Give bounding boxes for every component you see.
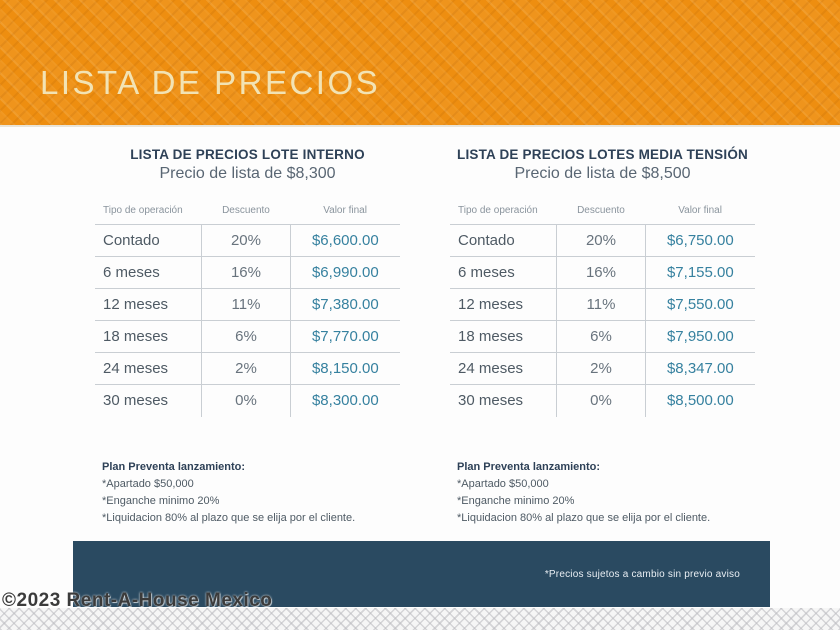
cell-descuento: 20% [201,224,291,257]
cell-valor: $6,750.00 [644,224,755,257]
cell-descuento: 2% [201,352,291,385]
cell-tipo: 30 meses [95,384,202,417]
cell-descuento: 11% [201,288,291,321]
cell-descuento: 20% [556,224,646,257]
cell-descuento: 16% [556,256,646,289]
section-lotes-media-tension: LISTA DE PRECIOS LOTES MEDIA TENSIÓN Pre… [450,147,755,527]
page-title: LISTA DE PRECIOS [40,64,381,101]
plan-preventa-block: Plan Preventa lanzamiento: *Apartado $50… [450,459,755,527]
cell-valor: $8,300.00 [289,384,400,417]
copyright-watermark: ©2023 Rent-A-House Mexico [2,590,273,611]
cell-descuento: 6% [201,320,291,353]
table-row: 12 meses 11% $7,380.00 [95,288,400,321]
plan-line: *Apartado $50,000 [102,477,194,490]
col-header-tipo: Tipo de operación [103,205,183,216]
table-row: 30 meses 0% $8,300.00 [95,384,400,417]
plan-preventa-block: Plan Preventa lanzamiento: *Apartado $50… [95,459,400,527]
cell-tipo: 18 meses [95,320,202,353]
section-title: LISTA DE PRECIOS LOTE INTERNO [130,147,365,162]
cell-valor: $7,550.00 [644,288,755,321]
cell-tipo: 12 meses [450,288,557,321]
table-row: 6 meses 16% $6,990.00 [95,256,400,289]
cell-tipo: 12 meses [95,288,202,321]
price-table-lote-interno: Tipo de operación Descuento Valor final … [95,199,400,417]
table-row: 30 meses 0% $8,500.00 [450,384,755,417]
plan-line: *Enganche minimo 20% [102,494,220,507]
cell-valor: $8,150.00 [289,352,400,385]
price-disclaimer: *Precios sujetos a cambio sin previo avi… [544,568,740,580]
cell-tipo: Contado [95,224,202,257]
cell-tipo: 6 meses [450,256,557,289]
cell-valor: $8,500.00 [644,384,755,417]
cell-descuento: 0% [556,384,646,417]
header-banner: LISTA DE PRECIOS [0,0,840,127]
table-row: 18 meses 6% $7,770.00 [95,320,400,353]
plan-heading: Plan Preventa lanzamiento: [102,460,246,473]
bottom-pattern-strip [0,608,840,630]
plan-line: *Apartado $50,000 [457,477,549,490]
cell-tipo: 30 meses [450,384,557,417]
cell-valor: $7,380.00 [289,288,400,321]
col-header-valor: Valor final [323,205,367,216]
table-row: 24 meses 2% $8,150.00 [95,352,400,385]
cell-valor: $6,600.00 [289,224,400,257]
section-lote-interno: LISTA DE PRECIOS LOTE INTERNO Precio de … [95,147,400,527]
cell-tipo: 24 meses [95,352,202,385]
table-header-row: Tipo de operación Descuento Valor final [95,199,400,225]
col-header-tipo: Tipo de operación [458,205,538,216]
cell-valor: $8,347.00 [644,352,755,385]
table-row: 24 meses 2% $8,347.00 [450,352,755,385]
cell-descuento: 16% [201,256,291,289]
footer-bar: *Precios sujetos a cambio sin previo avi… [73,541,770,607]
table-row: Contado 20% $6,600.00 [95,224,400,257]
table-row: 6 meses 16% $7,155.00 [450,256,755,289]
plan-heading: Plan Preventa lanzamiento: [457,460,601,473]
col-header-descuento: Descuento [222,205,270,216]
cell-descuento: 2% [556,352,646,385]
price-table-media-tension: Tipo de operación Descuento Valor final … [450,199,755,417]
cell-tipo: Contado [450,224,557,257]
section-subtitle: Precio de lista de $8,300 [159,165,336,182]
cell-valor: $7,770.00 [289,320,400,353]
plan-line: *Liquidacion 80% al plazo que se elija p… [102,511,356,524]
plan-line: *Enganche minimo 20% [457,494,575,507]
table-row: 18 meses 6% $7,950.00 [450,320,755,353]
cell-valor: $7,950.00 [644,320,755,353]
table-header-row: Tipo de operación Descuento Valor final [450,199,755,225]
cell-valor: $6,990.00 [289,256,400,289]
cell-tipo: 24 meses [450,352,557,385]
cell-descuento: 0% [201,384,291,417]
cell-descuento: 11% [556,288,646,321]
col-header-descuento: Descuento [577,205,625,216]
cell-tipo: 18 meses [450,320,557,353]
section-title: LISTA DE PRECIOS LOTES MEDIA TENSIÓN [457,147,748,162]
table-row: Contado 20% $6,750.00 [450,224,755,257]
table-row: 12 meses 11% $7,550.00 [450,288,755,321]
section-subtitle: Precio de lista de $8,500 [514,165,691,182]
cell-valor: $7,155.00 [644,256,755,289]
cell-tipo: 6 meses [95,256,202,289]
col-header-valor: Valor final [678,205,722,216]
plan-line: *Liquidacion 80% al plazo que se elija p… [457,511,711,524]
cell-descuento: 6% [556,320,646,353]
